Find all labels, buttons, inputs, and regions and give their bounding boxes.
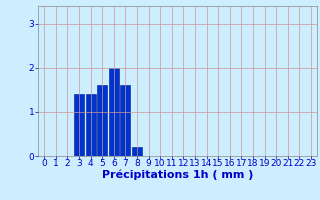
Bar (74, 94, 84, 156)
Bar (86, 94, 96, 156)
X-axis label: Précipitations 1h ( mm ): Précipitations 1h ( mm ) (102, 170, 253, 180)
Bar (132, 147, 142, 156)
Bar (97, 85, 107, 156)
Bar (109, 68, 119, 156)
Bar (120, 85, 130, 156)
